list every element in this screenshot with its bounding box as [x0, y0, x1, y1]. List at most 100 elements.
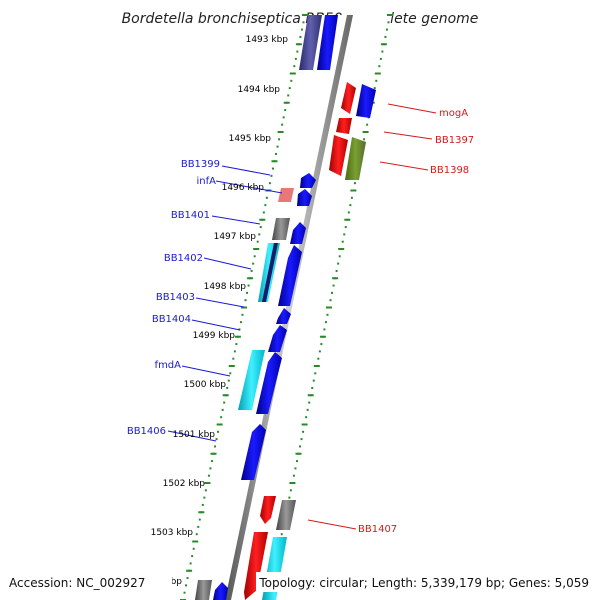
- left-track-dot: [275, 152, 278, 155]
- gene-infA: [297, 189, 312, 206]
- right-track-tick: [350, 189, 357, 192]
- connector-BB1399: [221, 165, 271, 176]
- left-track-tick: [210, 452, 217, 455]
- left-track-dot: [227, 379, 230, 382]
- right-track-tick: [307, 394, 314, 397]
- left-track-dot: [302, 21, 305, 24]
- label-BB1401: BB1401: [171, 210, 210, 221]
- gene-BB1397: [336, 118, 352, 134]
- right-track-dot: [378, 65, 381, 68]
- left-track-dot: [270, 174, 273, 177]
- right-track-dot: [288, 496, 291, 499]
- right-track-tick: [332, 277, 339, 280]
- left-track-dot: [203, 496, 206, 499]
- kbp-label-1502: 1502 kbp: [163, 479, 206, 489]
- gene-feature-blue-1494: [356, 84, 376, 118]
- right-track-dot: [308, 401, 311, 404]
- right-track-tick: [380, 43, 387, 46]
- left-track-dot: [265, 196, 268, 199]
- kbp-label-1499: 1499 kbp: [193, 331, 236, 341]
- connector-mogA: [387, 103, 437, 114]
- kbp-label-1500: 1500 kbp: [184, 380, 227, 390]
- right-track-tick: [313, 365, 320, 367]
- right-track-dot: [312, 379, 315, 382]
- left-track-tick: [277, 131, 284, 133]
- right-track-dot: [349, 204, 352, 207]
- label-infA: infA: [197, 176, 217, 187]
- left-track-tick: [289, 72, 296, 75]
- right-track-dot: [366, 123, 369, 126]
- left-track-dot: [197, 525, 200, 528]
- left-track-dot: [223, 401, 226, 404]
- connector-BB1401: [211, 215, 261, 225]
- right-track-tick: [374, 72, 381, 75]
- left-track-tick: [198, 511, 205, 514]
- right-track-dot: [385, 28, 388, 31]
- left-track-dot: [247, 284, 250, 287]
- right-track-dot: [300, 438, 303, 441]
- accession-text: Accession: NC_002927: [9, 576, 145, 590]
- left-track-dot: [226, 386, 229, 389]
- right-track-dot: [314, 372, 317, 375]
- connector-BB1407: [307, 519, 357, 530]
- right-track-dot: [387, 21, 390, 24]
- left-track-dot: [276, 145, 279, 148]
- left-track-dot: [281, 123, 284, 126]
- right-track-dot: [294, 467, 297, 470]
- left-track-dot: [233, 350, 236, 353]
- left-track-tick: [204, 482, 211, 484]
- right-track-tick: [289, 482, 296, 484]
- left-track-dot: [241, 313, 244, 316]
- right-track-dot: [305, 416, 308, 419]
- label-BB1403: BB1403: [156, 292, 195, 303]
- footer-right-bg: [256, 572, 594, 592]
- label-BB1407: BB1407: [358, 524, 397, 535]
- gene-feature-blue-1504: [213, 582, 228, 600]
- left-track-dot: [288, 87, 291, 90]
- genome-title: Bordetella bronchiseptica RB50, complete…: [122, 11, 479, 27]
- left-track-dot: [253, 255, 256, 258]
- label-BB1398: BB1398: [430, 165, 469, 176]
- left-track-dot: [220, 416, 223, 419]
- right-track-dot: [363, 138, 366, 141]
- gene-fmdA-cyan: [238, 350, 265, 410]
- right-track-dot: [384, 35, 387, 38]
- right-track-dot: [295, 460, 298, 463]
- connector-BB1398: [379, 161, 429, 171]
- left-track-tick: [295, 43, 302, 46]
- left-track-dot: [183, 591, 186, 594]
- left-track-dot: [191, 555, 194, 558]
- right-track-dot: [335, 269, 338, 272]
- left-track-dot: [215, 438, 218, 441]
- left-track-dot: [186, 577, 189, 580]
- gene-fmdA: [256, 352, 282, 414]
- right-track-dot: [331, 291, 334, 294]
- left-track-dot: [217, 430, 220, 433]
- right-track-dot: [350, 196, 353, 199]
- kbp-label-1493: 1493 kbp: [246, 35, 289, 45]
- left-track-dot: [209, 467, 212, 470]
- gene-BB1398-green: [345, 137, 366, 180]
- kbp-label-1494: 1494 kbp: [238, 85, 281, 95]
- left-track-dot: [232, 357, 235, 360]
- left-track-dot: [290, 79, 293, 82]
- left-track-tick: [253, 248, 260, 250]
- left-track-dot: [210, 460, 213, 463]
- left-track-tick: [186, 569, 193, 572]
- gene-BB1401: [290, 222, 306, 244]
- right-track-dot: [375, 79, 378, 82]
- label-BB1397: BB1397: [435, 135, 474, 146]
- left-track-dot: [271, 167, 274, 170]
- right-track-dot: [329, 299, 332, 302]
- left-track-dot: [189, 562, 192, 565]
- right-track-tick: [344, 218, 351, 221]
- right-track-tick: [301, 423, 308, 426]
- left-track-dot: [300, 28, 303, 31]
- right-track-dot: [381, 50, 384, 53]
- connector-BB1397: [383, 131, 433, 140]
- gene-BB1398-red: [329, 135, 348, 176]
- gene-BB1407-grey: [276, 500, 296, 530]
- label-mogA: mogA: [439, 108, 468, 119]
- left-track-dot: [287, 94, 290, 97]
